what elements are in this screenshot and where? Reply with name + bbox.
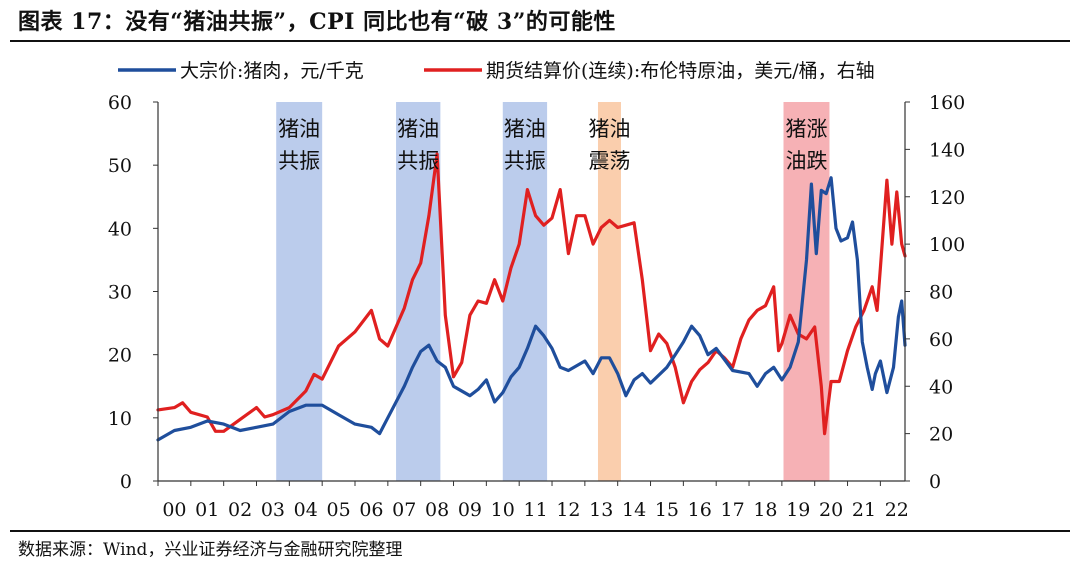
x-tick-label: 17: [721, 499, 745, 521]
band-label-3: 猪油: [504, 117, 546, 141]
left-tick-label: 20: [108, 345, 132, 367]
band-label-3: 共振: [504, 149, 546, 173]
x-tick-label: 10: [491, 499, 515, 521]
right-tick-label: 40: [929, 376, 953, 398]
x-tick-label: 01: [195, 499, 219, 521]
right-tick-label: 100: [929, 234, 965, 256]
x-tick-label: 20: [819, 499, 843, 521]
band-2: [396, 102, 441, 481]
x-tick-label: 07: [392, 499, 416, 521]
legend: 大宗价:猪肉，元/千克 期货结算价(连续):布伦特原油，美元/桶，右轴: [118, 60, 875, 82]
right-tick-label: 20: [929, 424, 953, 446]
x-tick-label: 04: [294, 499, 318, 521]
oil-series-line: [156, 152, 907, 436]
band-4: [597, 102, 621, 481]
band-5: [783, 102, 830, 481]
right-tick-label: 120: [929, 187, 965, 209]
left-tick-label: 30: [108, 282, 132, 304]
x-tick-label: 22: [885, 499, 909, 521]
right-tick-label: 160: [929, 92, 965, 114]
right-tick-label: 60: [929, 329, 953, 351]
x-tick-label: 02: [228, 499, 252, 521]
legend-label-pork: 大宗价:猪肉，元/千克: [180, 60, 364, 82]
band-label-1: 共振: [278, 149, 320, 173]
series-lines: [156, 152, 907, 442]
left-tick-label: 10: [108, 408, 132, 430]
pork-series-line: [156, 176, 907, 442]
x-tick-label: 06: [359, 499, 383, 521]
left-tick-label: 40: [108, 218, 132, 240]
title-rule: [10, 40, 1070, 42]
left-tick-label: 0: [120, 471, 132, 493]
left-tick-label: 60: [108, 92, 132, 114]
right-tick-label: 140: [929, 139, 965, 161]
source-note: 数据来源：Wind，兴业证券经济与金融研究院整理: [18, 540, 403, 560]
x-tick-label: 05: [326, 499, 350, 521]
right-tick-label: 0: [929, 471, 941, 493]
x-tick-label: 15: [655, 499, 679, 521]
right-tick-label: 80: [929, 282, 953, 304]
band-3: [502, 102, 548, 481]
band-label-5: 猪涨: [785, 117, 827, 141]
band-label-4: 猪油: [588, 117, 630, 141]
x-tick-label: 00: [162, 499, 186, 521]
x-tick-label: 11: [524, 499, 548, 521]
x-tick-label: 14: [622, 499, 646, 521]
x-tick-label: 12: [556, 499, 580, 521]
axes: 0 10 20 30 40 50 60 0 20 40 60 80 100 120 140 160 00 01 02…: [108, 92, 965, 521]
source-rule: [10, 530, 1070, 532]
x-tick-label: 18: [753, 499, 777, 521]
x-tick-label: 13: [589, 499, 613, 521]
x-tick-label: 16: [688, 499, 712, 521]
band-label-4: 震荡: [588, 149, 630, 173]
x-tick-label: 09: [458, 499, 482, 521]
band-label-2: 共振: [397, 149, 439, 173]
legend-label-oil: 期货结算价(连续):布伦特原油，美元/桶，右轴: [486, 60, 875, 82]
left-tick-label: 50: [108, 155, 132, 177]
x-tick-label: 19: [786, 499, 810, 521]
x-tick-label: 21: [852, 499, 876, 521]
band-label-5: 油跌: [785, 149, 827, 173]
band-1: [276, 102, 323, 481]
x-tick-label: 03: [261, 499, 285, 521]
shaded-bands: [276, 102, 830, 481]
x-tick-label: 08: [425, 499, 449, 521]
chart-title: 图表 17：没有“猪油共振”，CPI 同比也有“破 3”的可能性: [18, 9, 616, 35]
chart-canvas: 0 10 20 30 40 50 60 0 20 40 60 80 100 120 140 160 00 01 02…: [108, 60, 965, 521]
band-label-1: 猪油: [278, 117, 320, 141]
band-label-2: 猪油: [397, 117, 439, 141]
